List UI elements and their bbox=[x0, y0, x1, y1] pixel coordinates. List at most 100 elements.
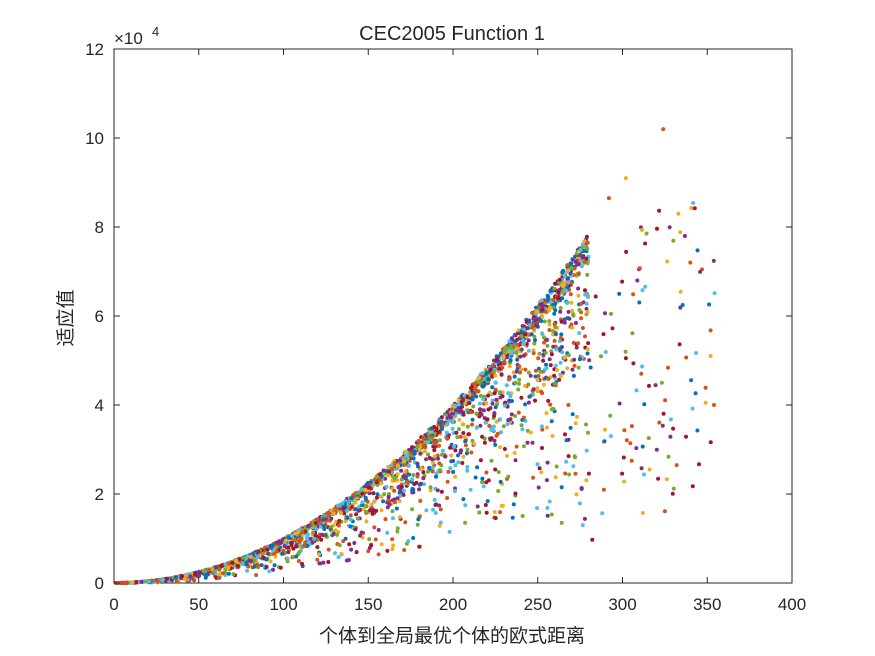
scatter-point bbox=[549, 407, 554, 412]
scatter-point bbox=[538, 369, 543, 374]
scatter-point bbox=[371, 508, 376, 513]
scatter-point bbox=[285, 559, 290, 564]
scatter-point bbox=[248, 554, 253, 559]
scatter-point bbox=[417, 447, 422, 452]
scatter-point bbox=[403, 520, 408, 525]
scatter-point bbox=[509, 391, 514, 396]
scatter-point bbox=[531, 351, 536, 356]
scatter-point bbox=[455, 435, 460, 440]
scatter-point bbox=[557, 377, 562, 382]
scatter-point bbox=[397, 499, 402, 504]
scatter-point bbox=[548, 305, 553, 310]
scatter-point bbox=[387, 502, 392, 507]
scatter-point bbox=[555, 368, 559, 372]
scatter-point bbox=[417, 544, 422, 549]
scatter-point bbox=[412, 482, 417, 486]
scatter-point bbox=[711, 258, 716, 263]
scatter-point bbox=[365, 499, 370, 504]
scatter-point bbox=[375, 492, 380, 497]
scatter-point bbox=[509, 345, 514, 350]
scatter-point bbox=[461, 422, 466, 427]
scatter-point bbox=[336, 503, 340, 508]
x-tick-label: 250 bbox=[524, 595, 552, 614]
scatter-point bbox=[348, 513, 353, 518]
scatter-point bbox=[528, 373, 533, 378]
scatter-point bbox=[501, 503, 505, 508]
scatter-point bbox=[510, 399, 514, 403]
scatter-point bbox=[481, 397, 486, 402]
scatter-point bbox=[147, 579, 151, 584]
scatter-point bbox=[572, 363, 577, 368]
scatter-point bbox=[562, 317, 567, 322]
scatter-point bbox=[255, 550, 260, 555]
scatter-point bbox=[343, 519, 348, 524]
scatter-point bbox=[545, 460, 550, 465]
scatter-point bbox=[697, 462, 701, 467]
scatter-point bbox=[432, 425, 437, 429]
scatter-point bbox=[333, 551, 337, 556]
y-tick-label: 4 bbox=[95, 396, 104, 415]
x-tick-label: 300 bbox=[608, 595, 636, 614]
scatter-point bbox=[454, 408, 458, 413]
scatter-point bbox=[399, 485, 404, 489]
scatter-point bbox=[667, 225, 672, 230]
scatter-point bbox=[395, 529, 400, 534]
scatter-point bbox=[585, 246, 590, 251]
scatter-point bbox=[509, 412, 514, 417]
scatter-point bbox=[576, 271, 581, 276]
scatter-point bbox=[432, 454, 437, 459]
scatter-point bbox=[139, 579, 144, 584]
scatter-point bbox=[565, 366, 570, 371]
scatter-point bbox=[221, 571, 225, 576]
scatter-point bbox=[477, 401, 482, 406]
scatter-point bbox=[424, 508, 429, 513]
scatter-point bbox=[418, 444, 423, 448]
scatter-point bbox=[430, 457, 435, 462]
scatter-point bbox=[399, 477, 404, 482]
scatter-point bbox=[207, 567, 212, 572]
scatter-point bbox=[346, 558, 351, 562]
scatter-point bbox=[500, 394, 505, 399]
scatter-point bbox=[374, 474, 379, 479]
plot-area: 0 50 100 150 200 250 300 350 400 0 2 4 6 8 10 12 bbox=[85, 40, 806, 614]
scatter-point bbox=[359, 487, 364, 492]
scatter-point bbox=[393, 500, 397, 505]
scatter-point bbox=[430, 469, 435, 474]
scatter-point bbox=[585, 240, 589, 245]
scatter-point bbox=[506, 391, 511, 396]
scatter-point bbox=[465, 408, 470, 413]
scatter-point bbox=[671, 426, 676, 431]
scatter-point bbox=[461, 431, 466, 435]
scatter-point bbox=[404, 449, 408, 454]
scatter-point bbox=[662, 509, 667, 514]
scatter-point bbox=[457, 409, 462, 414]
scatter-point bbox=[536, 485, 541, 490]
scatter-point bbox=[660, 423, 665, 428]
scatter-point bbox=[600, 511, 605, 516]
scatter-point bbox=[382, 492, 387, 497]
scatter-point bbox=[523, 332, 528, 337]
scatter-point bbox=[580, 523, 585, 528]
scatter-point bbox=[204, 572, 208, 577]
scatter-point bbox=[518, 370, 522, 375]
scatter-point bbox=[421, 435, 426, 440]
scatter-point bbox=[541, 382, 546, 387]
scatter-point bbox=[123, 580, 128, 585]
scatter-point bbox=[473, 381, 478, 386]
scatter-point bbox=[426, 452, 430, 457]
scatter-point bbox=[603, 311, 607, 316]
scatter-point bbox=[556, 296, 560, 301]
scatter-point bbox=[502, 360, 507, 365]
scatter-point bbox=[580, 255, 585, 260]
scatter-point bbox=[379, 494, 384, 499]
y-tick-label: 2 bbox=[95, 485, 104, 504]
scatter-point bbox=[433, 511, 438, 515]
scatter-point bbox=[452, 444, 456, 449]
scatter-point bbox=[494, 354, 499, 359]
scatter-point bbox=[465, 468, 470, 473]
scatter-point bbox=[566, 454, 571, 459]
scatter-point bbox=[437, 430, 442, 434]
scatter-point bbox=[390, 509, 395, 514]
scatter-point bbox=[585, 272, 590, 277]
scatter-point bbox=[569, 265, 574, 270]
